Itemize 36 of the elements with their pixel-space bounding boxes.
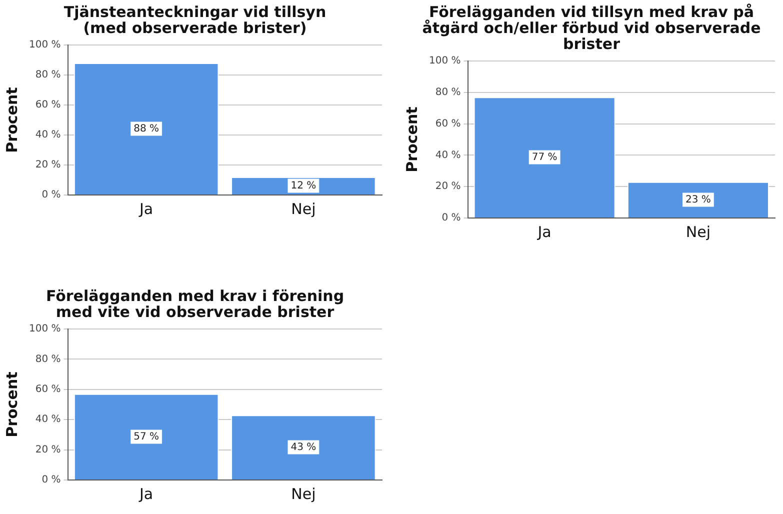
y-tick-label: 80 % bbox=[35, 354, 61, 365]
x-tick-label: Nej bbox=[291, 484, 316, 503]
y-tick-label: 100 % bbox=[28, 324, 61, 335]
chart-title: Förelägganden med krav i förening med vite vid observerade brister bbox=[45, 287, 345, 321]
y-tick-label: 40 % bbox=[35, 130, 61, 141]
x-tick-label: Ja bbox=[536, 222, 552, 241]
data-label: 43 % bbox=[290, 442, 316, 453]
y-tick-label: 40 % bbox=[35, 414, 61, 426]
y-tick-label: 0 % bbox=[42, 474, 61, 486]
y-tick-label: 100 % bbox=[428, 56, 461, 67]
chart-title: Förelägganden vid tillsyn med krav på åtgärd och/eller förbud vid observerade brister bbox=[421, 3, 762, 53]
y-tick-label: 20 % bbox=[35, 160, 61, 171]
y-tick-label: 100 % bbox=[28, 40, 61, 51]
y-tick-label: 40 % bbox=[435, 150, 461, 161]
data-label: 57 % bbox=[134, 431, 160, 442]
y-axis-title: Procent bbox=[402, 106, 421, 172]
y-tick-label: 20 % bbox=[435, 181, 461, 192]
x-tick-label: Nej bbox=[686, 222, 711, 241]
data-label: 23 % bbox=[685, 194, 711, 206]
data-label: 77 % bbox=[532, 152, 558, 163]
y-tick-label: 0 % bbox=[442, 212, 461, 224]
y-tick-label: 0 % bbox=[42, 190, 61, 201]
y-tick-label: 80 % bbox=[435, 86, 461, 98]
y-axis-title: Procent bbox=[2, 87, 21, 153]
y-tick-label: 80 % bbox=[35, 70, 61, 81]
data-label: 12 % bbox=[290, 180, 316, 192]
x-tick-label: Nej bbox=[291, 200, 316, 218]
y-tick-label: 60 % bbox=[35, 100, 61, 111]
y-tick-label: 60 % bbox=[35, 384, 61, 395]
y-tick-label: 20 % bbox=[35, 444, 61, 456]
chart-title: Tjänsteanteckningar vid tillsyn (med observerade brister) bbox=[62, 3, 328, 37]
x-tick-label: Ja bbox=[138, 484, 154, 503]
data-label: 88 % bbox=[134, 123, 160, 134]
y-tick-label: 60 % bbox=[435, 118, 461, 130]
y-axis-title: Procent bbox=[2, 372, 21, 438]
x-tick-label: Ja bbox=[138, 200, 154, 218]
